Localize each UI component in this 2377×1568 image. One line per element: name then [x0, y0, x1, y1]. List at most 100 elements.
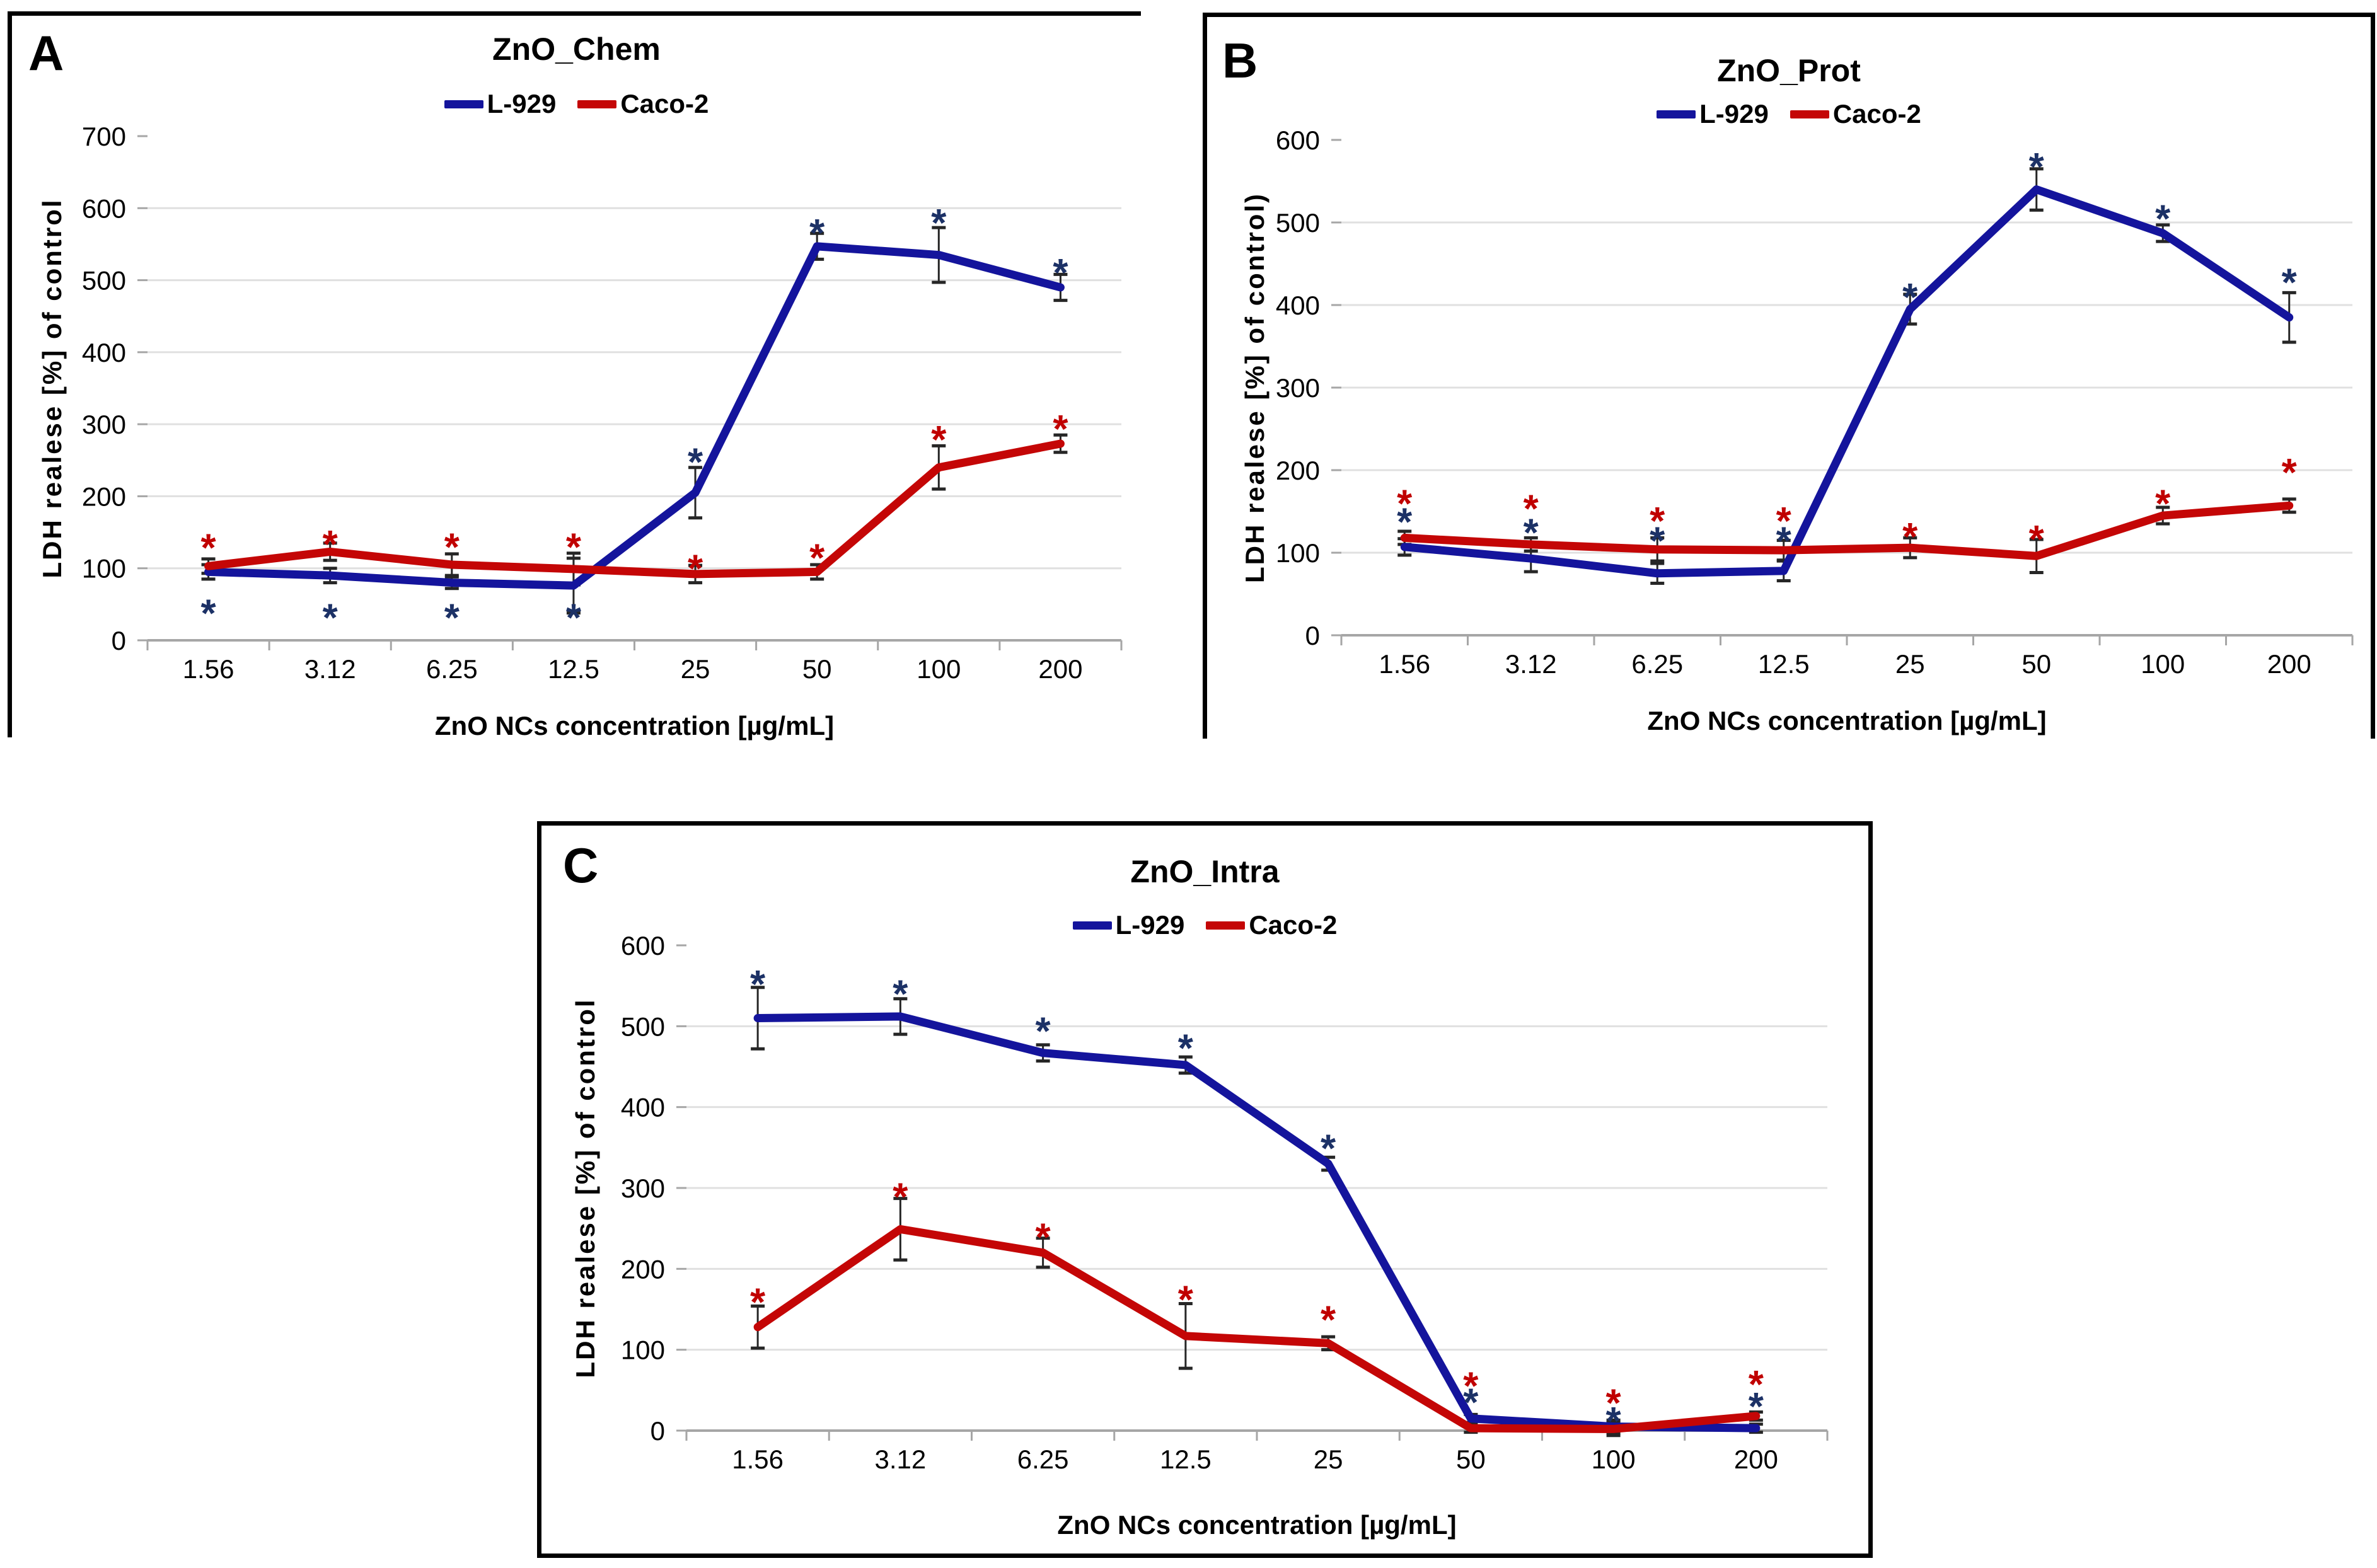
svg-text:200: 200	[1734, 1444, 1778, 1474]
svg-text:*: *	[809, 537, 825, 580]
x-axis-label: ZnO NCs concentration [µg/mL]	[434, 711, 835, 741]
svg-text:*: *	[931, 202, 947, 245]
svg-text:25: 25	[681, 654, 710, 684]
svg-text:*: *	[1178, 1027, 1194, 1070]
svg-text:*: *	[566, 596, 582, 640]
panel-a: A ZnO_Chem L-929 Caco-2 LDH realese [%] …	[8, 11, 1141, 741]
svg-text:*: *	[750, 1281, 766, 1324]
panel-b: B ZnO_Prot L-929 Caco-2 LDH realese [%] …	[1203, 13, 2375, 739]
svg-text:700: 700	[82, 122, 126, 151]
svg-text:*: *	[1776, 500, 1792, 543]
svg-text:6.25: 6.25	[1631, 649, 1683, 679]
svg-text:*: *	[1036, 1216, 1051, 1260]
svg-text:50: 50	[2021, 649, 2051, 679]
y-axis-label: LDH realese [%] of control	[37, 198, 67, 579]
panel-letter: C	[563, 838, 599, 893]
x-axis-label: ZnO NCs concentration [µg/mL]	[1057, 1510, 1457, 1540]
svg-text:12.5: 12.5	[1160, 1444, 1212, 1474]
svg-text:*: *	[2029, 518, 2045, 562]
chart-title: ZnO_Intra	[1130, 854, 1280, 889]
legend-label-caco2: Caco-2	[1832, 99, 1921, 129]
legend-swatch-l929	[1072, 921, 1112, 930]
legend-label-l929: L-929	[1699, 99, 1769, 129]
svg-text:0: 0	[112, 626, 126, 655]
legend-item: Caco-2	[1206, 910, 1337, 940]
legend-label-caco2: Caco-2	[1249, 910, 1338, 940]
svg-text:*: *	[1524, 488, 1539, 531]
svg-text:200: 200	[1276, 456, 1320, 485]
svg-text:*: *	[1606, 1400, 1622, 1443]
svg-text:*: *	[1902, 516, 1918, 559]
svg-text:*: *	[1606, 1382, 1622, 1426]
svg-text:500: 500	[621, 1012, 665, 1041]
svg-text:400: 400	[1276, 291, 1320, 320]
svg-text:200: 200	[1038, 654, 1082, 684]
legend-item: Caco-2	[577, 89, 708, 119]
chart-plot-area: 0 100 200 300 400 500 600 1.56 3.12 6.25 12.5 25 50 1…	[1276, 125, 2354, 679]
legend-item: L-929	[1072, 910, 1185, 940]
svg-text:*: *	[1053, 408, 1068, 451]
svg-text:*: *	[1650, 520, 1665, 563]
svg-text:3.12: 3.12	[875, 1444, 927, 1474]
chart-legend: L-929 Caco-2	[1207, 99, 2371, 129]
svg-text:*: *	[323, 596, 338, 640]
svg-text:1.56: 1.56	[1379, 649, 1430, 679]
svg-text:*: *	[1650, 500, 1665, 543]
svg-text:*: *	[2029, 146, 2045, 189]
svg-text:100: 100	[917, 654, 961, 684]
svg-text:*: *	[2155, 198, 2171, 241]
svg-text:300: 300	[1276, 373, 1320, 403]
svg-text:*: *	[1463, 1365, 1479, 1409]
svg-text:*: *	[566, 526, 582, 569]
svg-text:1.56: 1.56	[732, 1444, 784, 1474]
svg-text:*: *	[444, 526, 460, 569]
legend-label-l929: L-929	[487, 89, 557, 118]
svg-text:*: *	[893, 972, 908, 1016]
legend-item: L-929	[1657, 99, 1769, 129]
legend-item: L-929	[444, 89, 557, 119]
svg-text:*: *	[688, 441, 703, 485]
legend-swatch-caco2	[577, 100, 617, 108]
legend-swatch-caco2	[1790, 110, 1829, 118]
chart-plot-area: 0 100 200 300 400 500 600 1.56 3.12 6.25 12.5 25 50 1…	[621, 931, 1829, 1474]
svg-text:400: 400	[82, 338, 126, 367]
svg-text:100: 100	[1276, 538, 1320, 568]
svg-text:*: *	[444, 596, 460, 640]
svg-text:*: *	[2282, 451, 2298, 495]
legend-swatch-caco2	[1206, 921, 1246, 930]
panel-c: C ZnO_Intra L-929 Caco-2 LDH realese [%]…	[537, 821, 1873, 1558]
svg-text:*: *	[1053, 251, 1068, 295]
svg-text:200: 200	[621, 1254, 665, 1284]
svg-text:500: 500	[82, 266, 126, 296]
svg-text:*: *	[200, 527, 216, 570]
svg-text:100: 100	[2141, 649, 2185, 679]
svg-text:100: 100	[82, 554, 126, 584]
chart-title: ZnO_Prot	[1717, 53, 1861, 88]
svg-text:12.5: 12.5	[548, 654, 599, 684]
svg-text:500: 500	[1276, 208, 1320, 238]
svg-text:*: *	[1178, 1278, 1194, 1322]
svg-text:0: 0	[651, 1416, 665, 1446]
chart-legend: L-929 Caco-2	[12, 89, 1141, 119]
svg-text:*: *	[688, 548, 703, 591]
svg-text:12.5: 12.5	[1758, 649, 1810, 679]
svg-text:*: *	[1321, 1299, 1336, 1342]
legend-swatch-l929	[444, 100, 483, 108]
legend-label-l929: L-929	[1115, 910, 1185, 940]
chart-legend: L-929 Caco-2	[541, 910, 1868, 940]
svg-text:100: 100	[621, 1335, 665, 1365]
chart-title: ZnO_Chem	[492, 32, 661, 67]
svg-text:*: *	[931, 418, 947, 462]
svg-text:50: 50	[1456, 1444, 1486, 1474]
svg-text:6.25: 6.25	[1017, 1444, 1069, 1474]
svg-text:600: 600	[621, 931, 665, 960]
svg-text:*: *	[1397, 483, 1413, 526]
svg-text:*: *	[1321, 1127, 1336, 1170]
svg-text:100: 100	[1592, 1444, 1636, 1474]
chart-plot-area: 0 100 200 300 400 500 600 700 1.56 3.12 6.25 12.5 25…	[82, 122, 1123, 684]
svg-text:*: *	[1036, 1010, 1051, 1053]
y-axis-label: LDH realese [%] of control)	[1240, 192, 1269, 584]
svg-text:600: 600	[82, 193, 126, 223]
svg-text:1.56: 1.56	[183, 654, 234, 684]
